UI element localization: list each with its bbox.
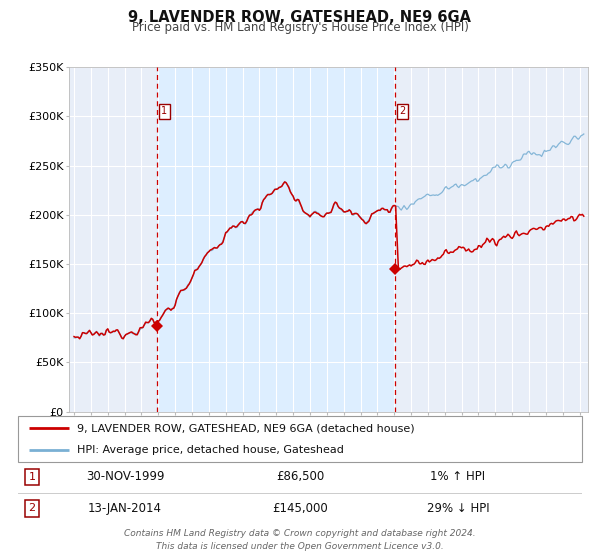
- Text: 29% ↓ HPI: 29% ↓ HPI: [427, 502, 489, 515]
- Text: 30-NOV-1999: 30-NOV-1999: [86, 470, 164, 483]
- Text: 1% ↑ HPI: 1% ↑ HPI: [430, 470, 485, 483]
- Text: 2: 2: [29, 503, 35, 514]
- Text: £145,000: £145,000: [272, 502, 328, 515]
- Text: Contains HM Land Registry data © Crown copyright and database right 2024.: Contains HM Land Registry data © Crown c…: [124, 529, 476, 538]
- Text: 1: 1: [29, 472, 35, 482]
- Text: 2: 2: [399, 106, 406, 116]
- Text: 9, LAVENDER ROW, GATESHEAD, NE9 6GA: 9, LAVENDER ROW, GATESHEAD, NE9 6GA: [128, 10, 472, 25]
- FancyBboxPatch shape: [18, 416, 582, 462]
- Text: This data is licensed under the Open Government Licence v3.0.: This data is licensed under the Open Gov…: [156, 542, 444, 550]
- Text: £86,500: £86,500: [276, 470, 324, 483]
- Text: HPI: Average price, detached house, Gateshead: HPI: Average price, detached house, Gate…: [77, 445, 344, 455]
- Bar: [157, 67, 395, 412]
- Text: Price paid vs. HM Land Registry's House Price Index (HPI): Price paid vs. HM Land Registry's House …: [131, 21, 469, 34]
- Text: 1: 1: [161, 106, 167, 116]
- Text: 13-JAN-2014: 13-JAN-2014: [88, 502, 162, 515]
- Text: 9, LAVENDER ROW, GATESHEAD, NE9 6GA (detached house): 9, LAVENDER ROW, GATESHEAD, NE9 6GA (det…: [77, 423, 415, 433]
